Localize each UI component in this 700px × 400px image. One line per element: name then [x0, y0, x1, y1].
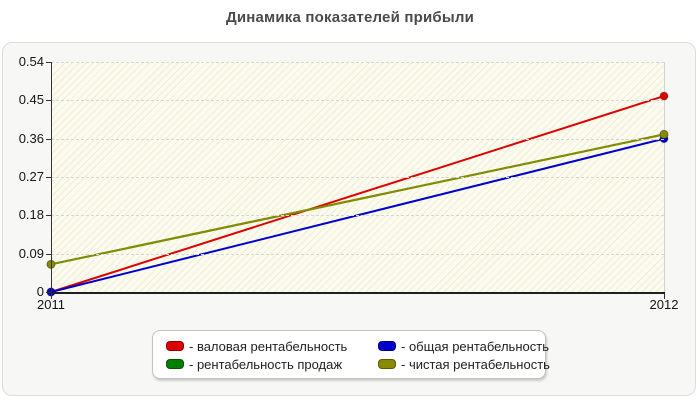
y-axis-line: [51, 62, 52, 293]
legend: - валовая рентабельность - общая рентабе…: [152, 330, 550, 379]
gridline-y-0.36: [51, 138, 664, 140]
legend-item-net-margin: - чистая рентабельность: [378, 357, 550, 372]
y-axis-label-0.54: 0.54: [18, 54, 44, 69]
x-tick-mark-2011: [51, 294, 52, 299]
x-axis-label-2012: 2012: [649, 297, 679, 312]
gridline-y-0.54: [51, 62, 664, 63]
y-tick-mark: [46, 62, 51, 63]
y-tick-mark: [46, 253, 51, 255]
legend-label: - общая рентабельность: [401, 338, 549, 354]
gridline-y-0.27: [51, 177, 664, 178]
x-axis-line: [51, 292, 665, 294]
y-tick-mark: [46, 100, 51, 102]
gridline-y-0.18: [51, 215, 664, 217]
y-tick-mark: [46, 292, 51, 293]
series-marker-0: [659, 91, 669, 101]
chart-title: Динамика показателей прибыли: [225, 9, 475, 26]
y-axis-label-0.45: 0.45: [18, 92, 44, 108]
legend-item-sales-margin: - рентабельность продаж: [166, 357, 378, 372]
x-tick-mark-2012: [664, 294, 665, 299]
legend-swatch-olive: [378, 359, 396, 369]
y-axis-label-0.27: 0.27: [18, 169, 44, 184]
legend-swatch-red: [166, 341, 184, 351]
y-tick-mark: [46, 138, 51, 140]
legend-label: - рентабельность продаж: [189, 356, 343, 372]
y-axis-label-0.18: 0.18: [18, 207, 44, 223]
legend-item-gross-margin: - валовая рентабельность: [166, 339, 378, 354]
series-marker-3: [659, 129, 669, 139]
legend-item-total-margin: - общая рентабельность: [378, 339, 550, 354]
y-tick-mark: [46, 215, 51, 217]
legend-label: - чистая рентабельность: [401, 356, 550, 372]
y-tick-mark: [46, 177, 51, 178]
series-line-0: [50, 95, 665, 293]
x-axis-label-2011: 2011: [37, 297, 65, 312]
legend-swatch-blue: [378, 341, 396, 351]
y-axis-label-0: 0: [36, 284, 44, 299]
y-axis-label-0.09: 0.09: [18, 245, 44, 261]
legend-swatch-green: [166, 359, 184, 369]
plot-area: [46, 62, 669, 297]
legend-label: - валовая рентабельность: [189, 338, 348, 354]
gridline-y-0.09: [51, 253, 664, 255]
series-line-3: [50, 133, 665, 266]
gridline-y-0.45: [51, 100, 664, 102]
y-axis-label-0.36: 0.36: [18, 130, 44, 146]
